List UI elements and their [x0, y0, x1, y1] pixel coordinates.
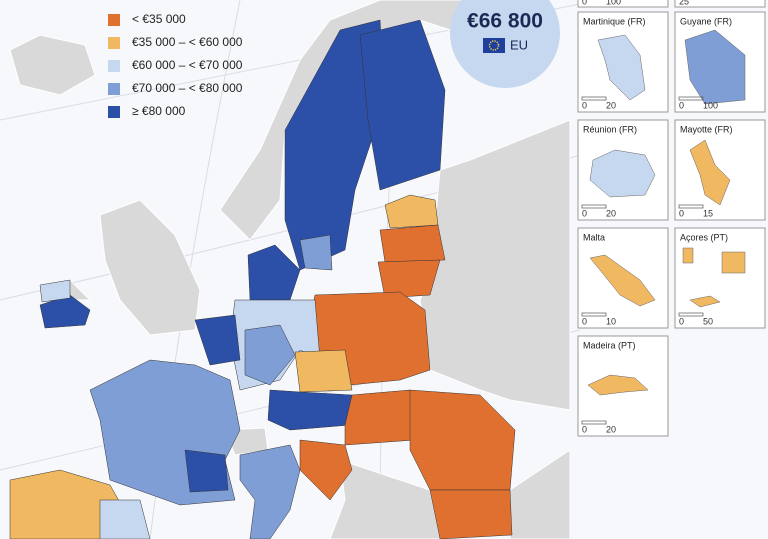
region [359, 19, 446, 191]
region [294, 349, 353, 393]
legend-label: €60 000 – < €70 000 [132, 58, 243, 72]
region [247, 244, 301, 301]
legend-label: €35 000 – < €60 000 [132, 35, 243, 49]
region [184, 449, 229, 493]
region [429, 489, 513, 539]
region [99, 499, 151, 539]
region [239, 444, 301, 539]
inset-shape [587, 374, 649, 396]
scale-bar [678, 312, 704, 317]
scale-label: 10 [606, 316, 616, 326]
inset-title: Guyane (FR) [680, 16, 732, 26]
region [379, 224, 446, 263]
scale-label: 0 [582, 424, 587, 434]
inset-title: Réunion (FR) [583, 124, 637, 134]
scale-label: 100 [703, 100, 718, 110]
eu-regions [9, 19, 516, 539]
scale-label: 0 [679, 100, 684, 110]
eu-stars [488, 40, 500, 51]
region [284, 19, 386, 271]
inset-title: Açores (PT) [680, 232, 728, 242]
inset-shape [682, 247, 746, 308]
scale-label: 15 [703, 208, 713, 218]
scale-bar [581, 204, 607, 209]
scale-label: 0 [582, 0, 587, 6]
scale-bar [678, 204, 704, 209]
region [194, 314, 241, 366]
region [244, 324, 296, 386]
scale-label: 20 [606, 100, 616, 110]
scale-label: 100 [606, 0, 621, 6]
inset-frame [674, 227, 766, 329]
inset-shape [689, 139, 731, 206]
inset-shape [589, 149, 656, 198]
scale-label: 0 [582, 100, 587, 110]
scale-bar [678, 96, 704, 101]
region [377, 259, 441, 299]
eu-label: EU [510, 37, 528, 52]
legend-swatch [108, 37, 120, 49]
scale-label: 0 [679, 316, 684, 326]
legend-swatch [108, 14, 120, 26]
legend-label: < €35 000 [132, 12, 186, 26]
scale-bar [581, 420, 607, 425]
legend-label: €70 000 – < €80 000 [132, 81, 243, 95]
legend-swatch [108, 83, 120, 95]
region [299, 439, 353, 501]
legend-label: ≥ €80 000 [132, 104, 186, 118]
inset-shape [589, 254, 656, 307]
legend-swatch [108, 60, 120, 72]
inset-title: Madeira (PT) [583, 340, 636, 350]
region [267, 389, 353, 431]
legend: < €35 000 €35 000 – < €60 000 €60 000 – < … [108, 12, 243, 118]
inset-shape [597, 34, 646, 101]
inset-shape [684, 29, 746, 105]
scale-label: 50 [703, 316, 713, 326]
scale-label: 0 [582, 208, 587, 218]
inset-title: Malta [583, 232, 605, 242]
scale-label: 20 [606, 208, 616, 218]
inset-title: Mayotte (FR) [680, 124, 733, 134]
scale-bar [581, 96, 607, 101]
scale-bar [581, 312, 607, 317]
inset-frame [674, 0, 766, 8]
inset-title: Martinique (FR) [583, 16, 646, 26]
region [344, 389, 416, 446]
eu-value: €66 800 [467, 10, 543, 33]
scale-label: 0 [679, 208, 684, 218]
scale-label: 0 [582, 316, 587, 326]
scale-label: 20 [606, 424, 616, 434]
region [299, 234, 333, 271]
eu-flag [483, 38, 505, 53]
eu-badge: €66 800 EU [450, 0, 560, 88]
scale-label: 25 [679, 0, 689, 6]
inset-frame [577, 0, 669, 8]
region [384, 194, 439, 229]
region [39, 279, 71, 303]
legend-swatch [108, 106, 120, 118]
